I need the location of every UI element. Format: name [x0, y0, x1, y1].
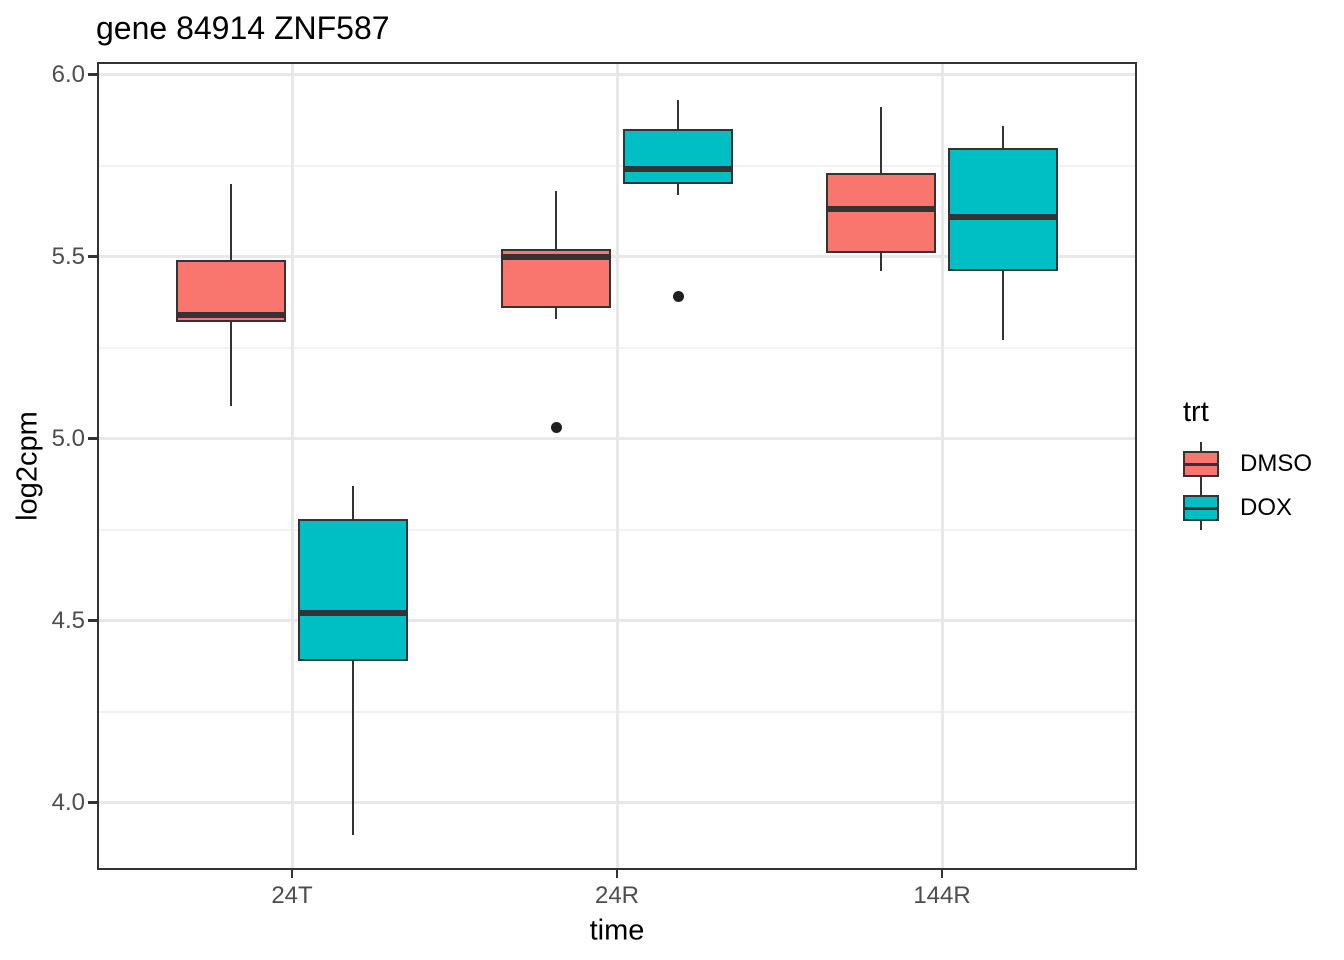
plot-title: gene 84914 ZNF587 — [96, 10, 390, 46]
x-tick-mark — [940, 870, 944, 878]
median-dox-24t — [298, 610, 408, 617]
x-tick-label-24t: 24T — [271, 882, 313, 909]
whisker-dox-24t — [351, 486, 355, 836]
legend-key-median — [1183, 506, 1219, 510]
median-dmso-144r — [826, 206, 936, 213]
y-tick-label: 4.0 — [51, 788, 85, 816]
plot-panel — [97, 62, 1137, 870]
legend-label-dox: DOX — [1240, 494, 1293, 521]
legend-entries: DMSO DOX — [1183, 442, 1312, 530]
y-tick-mark — [88, 73, 97, 76]
category-gridline-24t — [290, 64, 294, 868]
outlier-dmso-24r — [550, 422, 562, 434]
median-dox-144r — [948, 213, 1058, 220]
box-dmso-144r — [826, 173, 936, 254]
x-axis-title: time — [589, 914, 645, 947]
x-tick-mark — [615, 870, 619, 878]
legend-entry-dmso: DMSO — [1183, 442, 1312, 486]
box-dox-24r — [623, 129, 733, 184]
legend-label-dmso: DMSO — [1240, 450, 1312, 477]
legend: trt DMSO DOX — [1183, 396, 1312, 530]
legend-key-median — [1183, 462, 1219, 466]
x-tick-label-144r: 144R — [913, 882, 971, 909]
median-dmso-24t — [176, 311, 286, 318]
outlier-dox-24r — [672, 291, 684, 303]
box-dox-24t — [298, 518, 408, 661]
box-dmso-24t — [176, 260, 286, 323]
y-tick-mark — [88, 255, 97, 258]
legend-key-dox — [1183, 486, 1219, 530]
legend-entry-dox: DOX — [1183, 486, 1312, 530]
y-tick-mark — [88, 619, 97, 622]
y-tick-label: 5.5 — [51, 242, 85, 270]
y-tick-mark — [88, 437, 97, 440]
category-gridline-24r — [615, 64, 619, 868]
y-tick-label: 6.0 — [51, 60, 85, 88]
x-tick-label-24r: 24R — [594, 882, 640, 909]
y-tick-mark — [88, 801, 97, 804]
median-dmso-24r — [501, 253, 611, 260]
legend-title: trt — [1183, 396, 1209, 428]
x-tick-mark — [290, 870, 294, 878]
y-tick-label: 5.0 — [51, 424, 85, 452]
category-gridline-144r — [940, 64, 944, 868]
y-tick-label: 4.5 — [51, 606, 85, 634]
median-dox-24r — [623, 166, 733, 173]
legend-key-dmso — [1183, 442, 1219, 486]
box-dox-144r — [948, 147, 1058, 272]
